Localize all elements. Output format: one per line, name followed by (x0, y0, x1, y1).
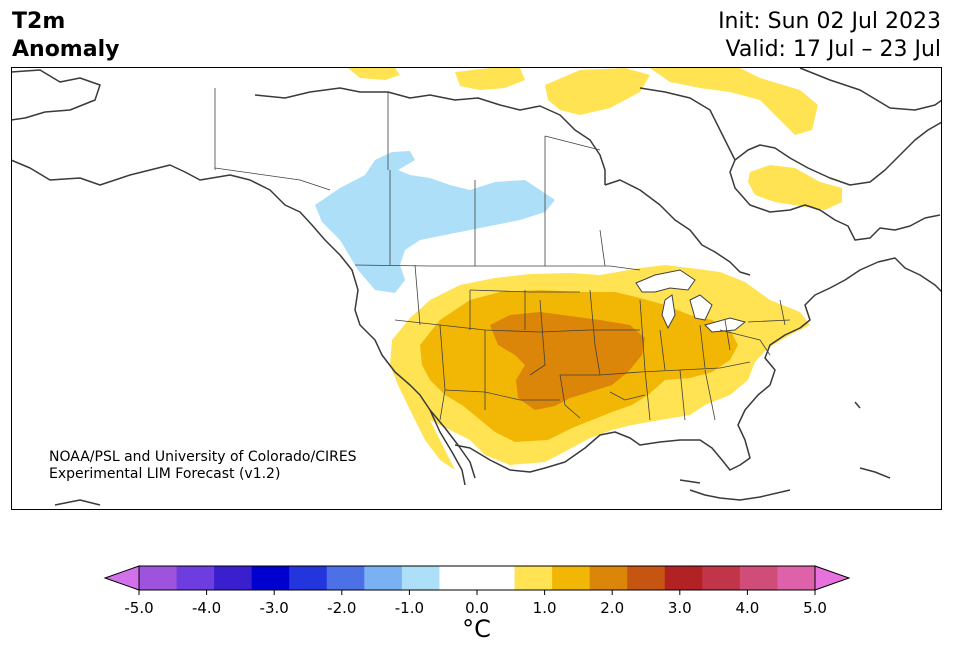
colorbar-segment (364, 566, 403, 590)
colorbar-extend-low (103, 565, 140, 591)
credit-line-2: Experimental LIM Forecast (v1.2) (49, 466, 281, 482)
colorbar-segment (176, 566, 215, 590)
colorbar-segment (139, 566, 178, 590)
warm-anomaly-strong (490, 312, 645, 410)
map-title: T2m Anomaly (12, 8, 119, 64)
colorbar-segment (589, 566, 628, 590)
colorbar-segment (401, 566, 440, 590)
colorbar-segments (103, 565, 851, 591)
colorbar-segment (326, 566, 365, 590)
colorbar-ticks: -5.0 -4.0 -3.0 -2.0 -1.0 0.0 1.0 2.0 3.0 4.0 5.0 (124, 590, 827, 617)
colorbar-segment (702, 566, 741, 590)
colorbar-segment (739, 566, 778, 590)
title-line-1: T2m (12, 9, 66, 34)
colorbar-tick-label: -1.0 (395, 599, 424, 617)
coastlines (11, 67, 942, 506)
colorbar-segment (514, 566, 553, 590)
colorbar-segment (627, 566, 666, 590)
colorbar-segment (289, 566, 328, 590)
colorbar-tick-label: 0.0 (465, 599, 489, 617)
map-frame (11, 67, 942, 510)
colorbar-segment (251, 566, 290, 590)
colorbar-tick-label: 3.0 (668, 599, 692, 617)
colorbar-segment (214, 566, 253, 590)
valid-date: Valid: 17 Jul – 23 Jul (725, 37, 941, 62)
colorbar-unit: °C (0, 615, 953, 643)
warm-anomaly-north-2 (455, 68, 525, 90)
colorbar-segment (477, 566, 516, 590)
warm-anomaly-quebec (748, 165, 842, 210)
credit-text: NOAA/PSL and University of Colorado/CIRE… (49, 449, 357, 483)
colorbar-extend-high (814, 565, 851, 591)
credit-line-1: NOAA/PSL and University of Colorado/CIRE… (49, 449, 357, 465)
political-boundaries (214, 88, 791, 421)
colorbar-tick-label: -2.0 (327, 599, 356, 617)
colorbar-segment (664, 566, 703, 590)
warm-anomaly-north-4 (650, 68, 818, 135)
cool-anomaly-area (315, 151, 555, 293)
colorbar-segment (552, 566, 591, 590)
colorbar-segment (777, 566, 816, 590)
warm-anomaly-north-3 (545, 68, 650, 115)
anomaly-fields (315, 68, 842, 470)
colorbar-tick-label: 1.0 (533, 599, 557, 617)
colorbar-tick-label: 2.0 (600, 599, 624, 617)
great-lakes (635, 269, 747, 333)
forecast-dates: Init: Sun 02 Jul 2023 Valid: 17 Jul – 23… (718, 8, 941, 64)
colorbar-tick-label: -4.0 (192, 599, 221, 617)
unit-label: °C (462, 615, 491, 643)
colorbar-tick-label: 4.0 (735, 599, 759, 617)
colorbar-tick-label: -3.0 (260, 599, 289, 617)
colorbar-tick-label: -5.0 (124, 599, 153, 617)
title-line-2: Anomaly (12, 37, 120, 62)
warm-anomaly-north-1 (348, 68, 400, 80)
init-date: Init: Sun 02 Jul 2023 (718, 9, 941, 34)
colorbar-tick-label: 5.0 (803, 599, 827, 617)
map-panel (11, 67, 942, 510)
colorbar: -5.0 -4.0 -3.0 -2.0 -1.0 0.0 1.0 2.0 3.0 4.0 5.0 (103, 565, 851, 617)
colorbar-segment (439, 566, 478, 590)
